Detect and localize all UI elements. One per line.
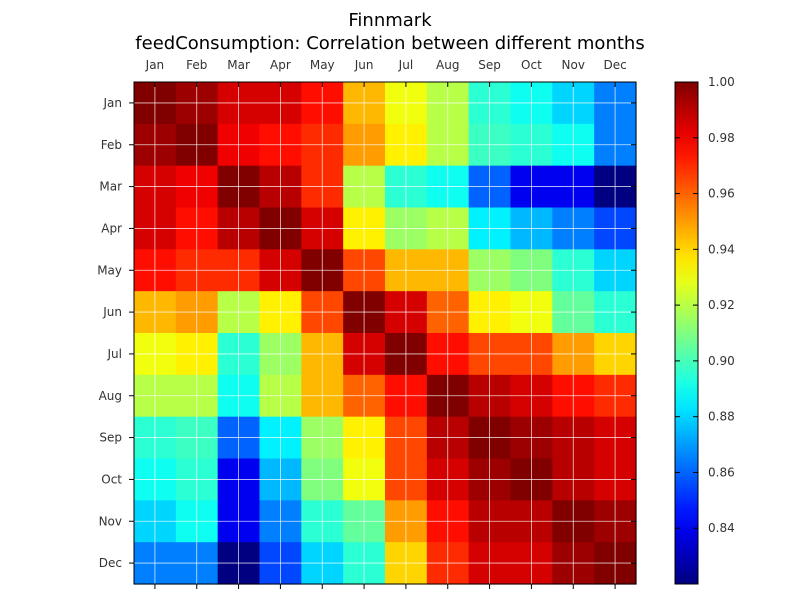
x-tick-label: May [310,58,335,72]
y-tick-label: Dec [99,556,122,570]
x-tick-label: Sep [478,58,501,72]
colorbar-tick-label: 0.94 [708,242,735,256]
x-tick-label: Nov [562,58,585,72]
colorbar-tick-label: 0.98 [708,131,735,145]
colorbar-tick-label: 0.84 [708,521,735,535]
x-tick-label: Jun [354,58,374,72]
y-tick-label: May [97,263,122,277]
y-tick-label: Feb [101,138,122,152]
x-tick-label: Mar [227,58,250,72]
colorbar-tick-label: 1.00 [708,75,735,89]
x-tick-label: Apr [270,58,291,72]
y-tick-label: Sep [99,431,122,445]
chart-subtitle: feedConsumption: Correlation between dif… [135,33,645,54]
colorbar-tick-label: 0.86 [708,465,735,479]
colorbar-tick-label: 0.90 [708,354,735,368]
colorbar: 0.84 0.86 0.88 0.90 0.92 0.94 0.96 0.98 1.00 [674,75,735,585]
colorbar-tick-label: 0.88 [708,410,735,424]
colorbar-gradient [674,81,699,585]
y-tick-label: Jul [107,347,122,361]
plot-frame [133,81,637,585]
x-tick-label: Oct [521,58,542,72]
heatmap-grid [134,82,636,584]
chart-title: Finnmark [348,10,432,31]
colorbar-tick-label: 0.96 [708,187,735,201]
x-tick-label: Jul [398,58,413,72]
colorbar-tick-label: 0.92 [708,298,735,312]
y-tick-label: Nov [99,514,122,528]
heatmap-cells [134,82,637,585]
y-tick-label: Jun [102,305,122,319]
y-tick-label: Mar [99,180,122,194]
y-tick-label: Apr [101,221,122,235]
y-tick-label: Jan [103,96,123,110]
x-tick-label: Aug [436,58,459,72]
y-tick-label: Oct [101,472,122,486]
x-tick-label: Dec [603,58,626,72]
heatmap-axes: Jan Feb Mar Apr May Jun Jul Aug Sep Oct Nov Dec Jan F… [97,58,637,589]
x-tick-label: Feb [186,58,207,72]
x-tick-label: Jan [145,58,165,72]
y-tick-label: Aug [99,389,122,403]
